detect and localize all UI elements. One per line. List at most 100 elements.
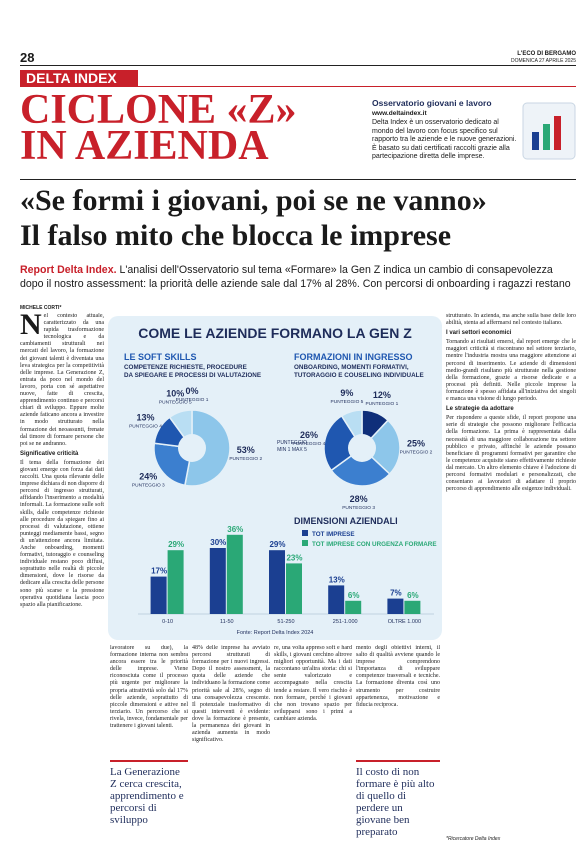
infographic: COME LE AZIENDE FORMANO LA GEN Z LE SOFT… — [108, 316, 442, 640]
legend-label: TOT IMPRESE CON URGENZA FORMARE — [312, 541, 437, 548]
subtitle: Il falso mito che blocca le imprese — [20, 219, 452, 252]
bar — [286, 563, 302, 614]
slice-label: PUNTEGGIO 5 — [331, 399, 364, 405]
headline-line: IN AZIENDA — [20, 123, 269, 169]
pull-quote: Il costo di non formare è più alto di qu… — [356, 760, 440, 838]
bar — [226, 534, 243, 614]
column: lavoratore su due), la formazione intern… — [110, 645, 188, 753]
paragraph: Tornando ai risultati emersi, dal report… — [446, 339, 576, 403]
panel-title: FORMAZIONI IN INGRESSO — [294, 352, 413, 362]
section-banner: DELTA INDEX — [20, 70, 138, 87]
panel-subtitle: DA SPIEGARE E PROCESSI DI VALUTAZIONE — [124, 372, 261, 379]
infographic-bg — [108, 316, 442, 640]
x-tick-label: 0-10 — [162, 619, 173, 625]
paragraph: Il tema della formazione dei giovani eme… — [20, 459, 104, 608]
column: re, una volta appreso soft e hard skills… — [274, 645, 352, 845]
pie-slice — [323, 414, 364, 472]
bar — [404, 600, 421, 614]
column: Nel contesto attuale, caratterizzato da … — [20, 313, 104, 845]
paragraph: lavoratore su due), la formazione intern… — [110, 645, 188, 730]
bar-value-label: 29% — [269, 540, 285, 549]
bar — [150, 576, 167, 614]
date: DOMENICA 27 APRILE 2025 — [510, 58, 576, 64]
paragraph: mento degli obiettivi interni, il salto … — [356, 645, 440, 708]
slice-label: PUNTEGGIO 3 — [132, 483, 165, 489]
x-tick-label: 11-50 — [220, 619, 234, 625]
slice-label: PUNTEGGIO 4 — [293, 441, 326, 447]
column: mento degli obiettivi interni, il salto … — [356, 645, 440, 753]
rule — [20, 179, 576, 180]
x-tick-label: OLTRE 1.000 — [388, 619, 421, 625]
bar — [167, 550, 184, 614]
bar-value-label: 6% — [407, 591, 419, 600]
slice-value-label: 26% — [300, 430, 318, 440]
bar — [345, 600, 362, 614]
headline-line: CICLONE «Z» — [20, 87, 297, 133]
pull-quote: La Generazione Z cerca crescita, apprend… — [110, 760, 188, 826]
slice-label: PUNTEGGIO 2 — [229, 456, 262, 462]
column: 48% delle imprese ha avviato percorsi st… — [192, 645, 270, 845]
rule — [138, 86, 576, 87]
bar — [269, 550, 285, 614]
footnote: *Ricercatore Delta Index — [446, 836, 501, 842]
slice-value-label: 0% — [185, 386, 198, 396]
bar-value-label: 29% — [168, 540, 184, 549]
sidebar-title: Osservatorio giovani e lavoro — [372, 98, 492, 108]
slice-value-label: 9% — [340, 388, 353, 398]
bar — [387, 598, 404, 614]
x-tick-label: 251-1.000 — [333, 619, 358, 625]
lead: Report Delta Index. L'analisi dell'Osser… — [20, 263, 576, 291]
slice-value-label: 53% — [237, 445, 255, 455]
slice-value-label: 10% — [166, 389, 184, 399]
paragraph: Per rispondere a queste sfide, il report… — [446, 415, 576, 493]
sidebar-text: Delta Index è un osservatorio dedicato a… — [372, 119, 517, 161]
page-number: 28 — [20, 50, 35, 65]
chart-title: DIMENSIONI AZIENDALI — [294, 516, 398, 526]
byline: MICHELE CORTI* — [20, 305, 62, 311]
slice-label: PUNTEGGIO 2 — [400, 449, 433, 455]
subhead: Le strategie da adottare — [446, 406, 514, 413]
slice-value-label: 13% — [137, 413, 155, 423]
slice-label: PUNTEGGIO 4 — [129, 424, 162, 430]
sidebar-url: www.deltaindex.it — [372, 110, 427, 117]
paragraph: re, una volta appreso soft e hard skills… — [274, 645, 352, 722]
panel-note: MIN 1 MAX 5 — [277, 447, 307, 453]
infographic-title: COME LE AZIENDE FORMANO LA GEN Z — [138, 325, 412, 341]
slice-label: PUNTEGGIO 3 — [342, 505, 375, 511]
legend-swatch — [302, 540, 308, 546]
bar-value-label: 7% — [390, 589, 402, 598]
panel-subtitle: ONBOARDING, MOMENTI FORMATIVI, — [294, 364, 409, 371]
pie-slice — [184, 409, 231, 487]
headline: CICLONE «Z» IN AZIENDA — [20, 87, 297, 169]
bar-value-label: 36% — [227, 525, 243, 534]
paragraph: 48% delle imprese ha avviato percorsi st… — [192, 645, 270, 744]
slice-value-label: 12% — [373, 390, 391, 400]
slice-value-label: 25% — [407, 438, 425, 448]
panel-note: PUNTEGGIO — [277, 440, 307, 446]
slice-value-label: 28% — [350, 494, 368, 504]
rule — [20, 65, 576, 66]
legend-label: TOT IMPRESE — [312, 531, 355, 538]
sidebar: Osservatorio giovani e lavoro www.deltai… — [372, 98, 517, 162]
x-tick-label: 51-250 — [277, 619, 294, 625]
bar — [328, 585, 345, 614]
paragraph: strutturato. In azienda, ma anche sulla … — [446, 313, 576, 327]
lead-label: Report Delta Index. — [20, 264, 117, 276]
slice-label: PUNTEGGIO 1 — [365, 401, 398, 407]
slice-label: PUNTEGGIO 5 — [159, 400, 192, 406]
bar-value-label: 6% — [348, 591, 360, 600]
bar-value-label: 13% — [329, 575, 345, 584]
legend-swatch — [302, 530, 308, 536]
slice-label: PUNTEGGIO 1 — [176, 397, 209, 403]
paragraph: Nel contesto attuale, caratterizzato da … — [20, 313, 104, 447]
title: «Se formi i giovani, poi se ne vanno» — [20, 184, 487, 217]
publication: L'ECO DI BERGAMO — [517, 51, 576, 57]
pie-slice — [330, 447, 391, 487]
bar-value-label: 17% — [151, 567, 167, 576]
bar-value-label: 30% — [210, 538, 226, 547]
panel-subtitle: TUTORAGGIO E COUSELING INDIVIDUALE — [294, 372, 424, 379]
pie-hole — [178, 434, 206, 462]
subhead: Significative criticità — [20, 450, 79, 457]
logo — [522, 102, 576, 160]
